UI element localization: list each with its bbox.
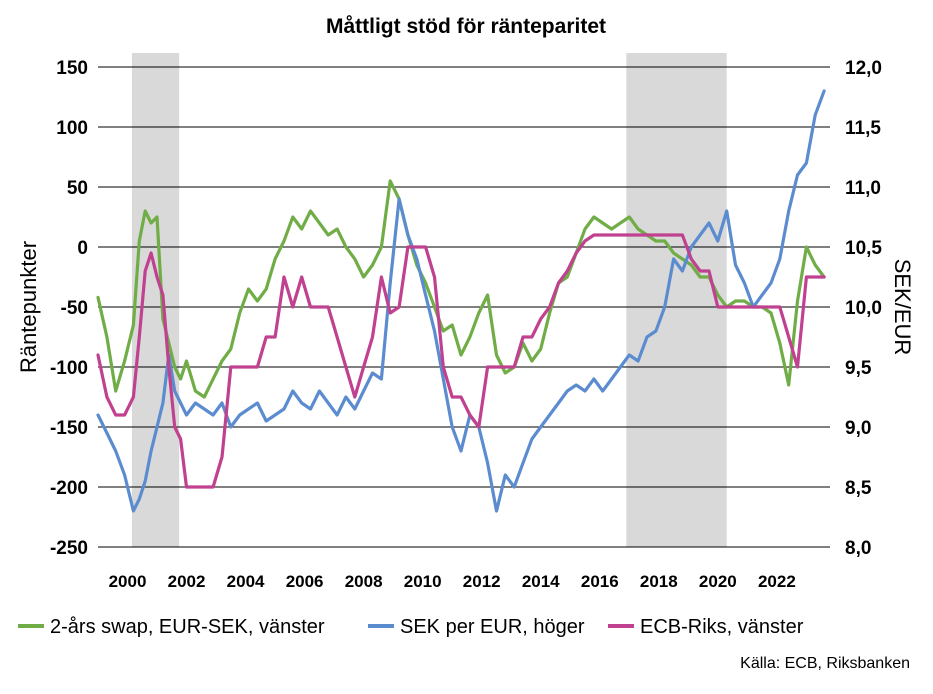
legend-label-3: ECB-Riks, vänster [640, 616, 804, 638]
right-tick-label: 9,5 [845, 358, 872, 379]
x-tick-label: 2014 [522, 572, 560, 591]
left-tick-label: 0 [77, 238, 88, 259]
left-axis-ticks: 150 100 50 0 -50 -100 -150 -200 -250 [50, 58, 88, 559]
series-line-1 [96, 179, 826, 399]
shaded-periods [131, 53, 727, 547]
right-tick-label: 12,0 [845, 58, 882, 79]
x-axis-ticks: 2000 2002 2004 2006 2008 2010 2012 2014 2016 2018… [109, 572, 796, 591]
x-tick-label: 2006 [286, 572, 324, 591]
y-axis-label-left: Räntepunkter [16, 241, 41, 373]
left-tick-label: 100 [56, 118, 88, 139]
left-tick-label: 50 [67, 178, 88, 199]
left-tick-label: -100 [50, 358, 88, 379]
source-note: Källa: ECB, Riksbanken [740, 655, 910, 672]
right-tick-label: 11,0 [845, 178, 881, 199]
right-tick-label: 10,5 [845, 238, 882, 259]
x-tick-label: 2022 [758, 572, 796, 591]
left-tick-label: -200 [50, 478, 88, 499]
right-axis-ticks: 12,0 11,5 11,0 10,5 10,0 9,5 9,0 8,5 8,0 [845, 58, 882, 559]
x-tick-label: 2016 [581, 572, 619, 591]
shaded-period-2 [626, 53, 727, 547]
left-tick-label: -50 [61, 298, 88, 319]
x-tick-label: 2020 [699, 572, 737, 591]
right-tick-label: 8,5 [845, 478, 872, 499]
x-tick-label: 2004 [227, 572, 265, 591]
x-tick-label: 2008 [345, 572, 383, 591]
x-tick-label: 2010 [404, 572, 442, 591]
x-tick-label: 2000 [109, 572, 147, 591]
series-lines [96, 89, 826, 513]
legend-label-1: 2-års swap, EUR-SEK, vänster [50, 616, 325, 638]
left-tick-label: -150 [50, 418, 88, 439]
legend-label-2: SEK per EUR, höger [400, 616, 585, 638]
left-tick-label: 150 [56, 58, 88, 79]
series-line-3 [96, 233, 826, 489]
right-tick-label: 9,0 [845, 418, 871, 439]
x-tick-label: 2018 [640, 572, 678, 591]
legend: 2-års swap, EUR-SEK, vänster SEK per EUR,… [18, 616, 804, 638]
right-tick-label: 8,0 [845, 538, 871, 559]
chart-title: Måttligt stöd för ränteparitet [326, 15, 606, 38]
shaded-period-1 [131, 53, 180, 547]
right-tick-label: 10,0 [845, 298, 882, 319]
right-tick-label: 11,5 [845, 118, 881, 139]
y-axis-label-right: SEK/EUR [890, 259, 915, 356]
x-tick-label: 2012 [463, 572, 501, 591]
x-tick-label: 2002 [168, 572, 206, 591]
left-tick-label: -250 [50, 538, 88, 559]
series-line-2 [96, 89, 826, 513]
